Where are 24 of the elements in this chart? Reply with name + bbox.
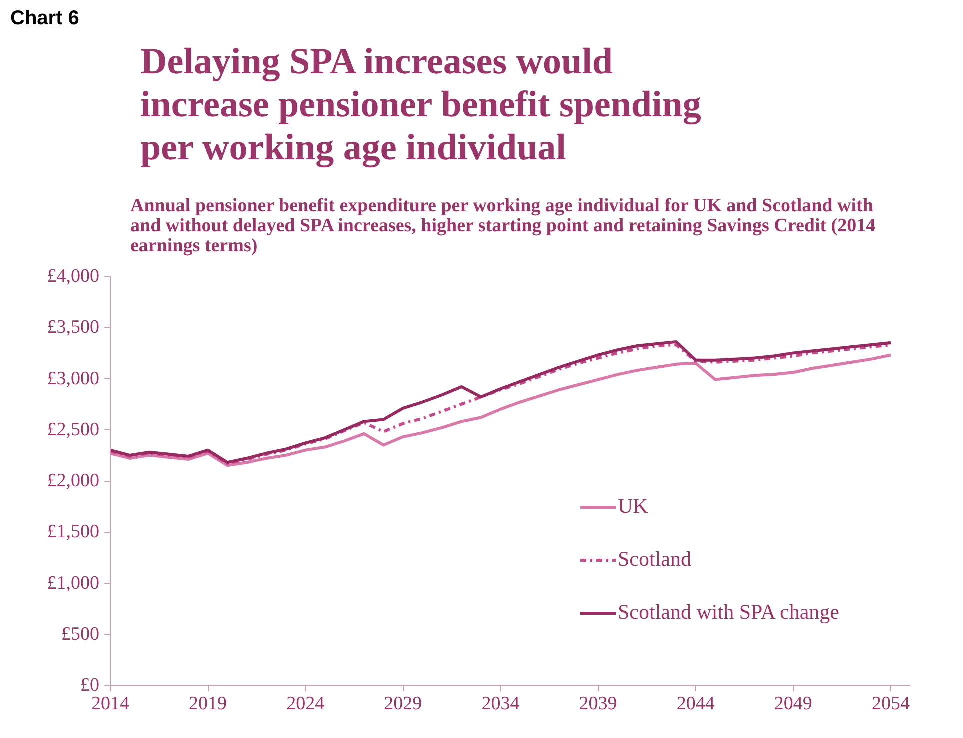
y-tick-label: £3,500: [47, 317, 100, 338]
x-tick-label: 2044: [676, 694, 716, 714]
y-tick-label: £2,500: [47, 419, 100, 440]
y-tick-label: £0: [80, 675, 100, 696]
legend-label: UK: [618, 494, 648, 519]
legend-label: Scotland with SPA change: [618, 600, 840, 625]
chart-subtitle: Annual pensioner benefit expenditure per working age individual for UK and Scotland with and without delayed SPA increases, higher starting point and retaining Savings Credit (2014 earnings terms): [130, 196, 876, 256]
x-tick-label: 2049: [774, 694, 812, 714]
x-tick-label: 2019: [189, 694, 228, 714]
y-tick-label: £4,000: [47, 266, 100, 287]
caption: Chart 6: [10, 8, 80, 30]
x-tick-label: 2014: [92, 694, 130, 714]
y-tick-label: £1,000: [47, 572, 100, 594]
x-tick-label: 2039: [579, 694, 618, 714]
y-tick-label: £3,000: [47, 368, 100, 390]
y-tick-label: £1,500: [47, 522, 100, 543]
x-tick-label: 2029: [384, 694, 422, 714]
chart-title: Delaying SPA increases would increase pensioner benefit spending per working age individual: [140, 41, 702, 168]
y-tick-label: £2,000: [47, 470, 100, 492]
y-tick-label: £500: [62, 624, 100, 645]
legend-label: Scotland: [618, 547, 692, 572]
x-tick-label: 2054: [872, 694, 910, 714]
x-tick-label: 2034: [482, 694, 520, 714]
x-tick-label: 2024: [286, 694, 326, 714]
